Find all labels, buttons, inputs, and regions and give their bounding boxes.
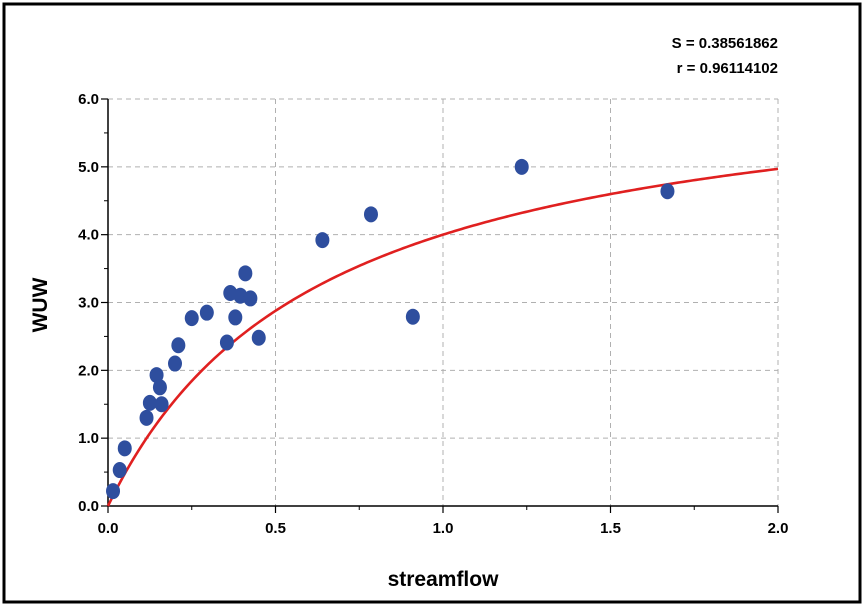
data-point xyxy=(184,310,199,327)
grid-lines xyxy=(108,98,779,506)
data-point xyxy=(171,337,186,354)
y-tick-label: 0.0 xyxy=(78,498,99,515)
x-tick-label: 1.5 xyxy=(600,520,621,537)
data-point xyxy=(238,265,253,282)
x-tick-label: 0.5 xyxy=(265,520,286,537)
data-point xyxy=(168,355,182,372)
data-point xyxy=(315,232,330,249)
data-point xyxy=(154,396,169,413)
y-tick-label: 4.0 xyxy=(78,227,99,244)
data-point xyxy=(152,379,167,396)
data-point xyxy=(514,158,529,175)
y-axis-title: WUW xyxy=(29,277,52,332)
data-point xyxy=(251,329,266,346)
stat-s: S = 0.38561862 xyxy=(672,35,778,52)
y-tick-label: 6.0 xyxy=(78,91,99,108)
y-tick-label: 3.0 xyxy=(78,295,99,312)
data-point xyxy=(112,462,127,479)
data-points-layer xyxy=(106,158,675,500)
data-point xyxy=(149,367,164,384)
data-point xyxy=(228,309,243,326)
y-tick-label: 1.0 xyxy=(78,430,99,447)
stat-r: r = 0.96114102 xyxy=(677,60,778,77)
data-point xyxy=(117,440,132,457)
y-tick-label: 5.0 xyxy=(78,159,99,176)
x-tick-label: 1.0 xyxy=(433,520,454,537)
x-tick-label: 0.0 xyxy=(98,520,119,537)
x-axis-title: streamflow xyxy=(388,568,500,591)
data-point xyxy=(139,409,154,426)
tick-labels: 0.0 0.5 1.0 1.5 2.0 0.0 1.0 2.0 3.0 4.0 5.0 6.0 xyxy=(78,91,788,537)
y-tick-label: 2.0 xyxy=(78,362,99,379)
data-point xyxy=(219,334,234,351)
x-tick-label: 2.0 xyxy=(768,520,789,537)
data-point xyxy=(660,183,675,200)
data-point xyxy=(142,394,157,411)
data-point xyxy=(243,290,258,307)
data-point xyxy=(199,304,214,321)
data-point xyxy=(106,483,121,500)
data-point xyxy=(405,308,420,325)
data-point xyxy=(363,206,378,223)
axes xyxy=(101,98,779,513)
